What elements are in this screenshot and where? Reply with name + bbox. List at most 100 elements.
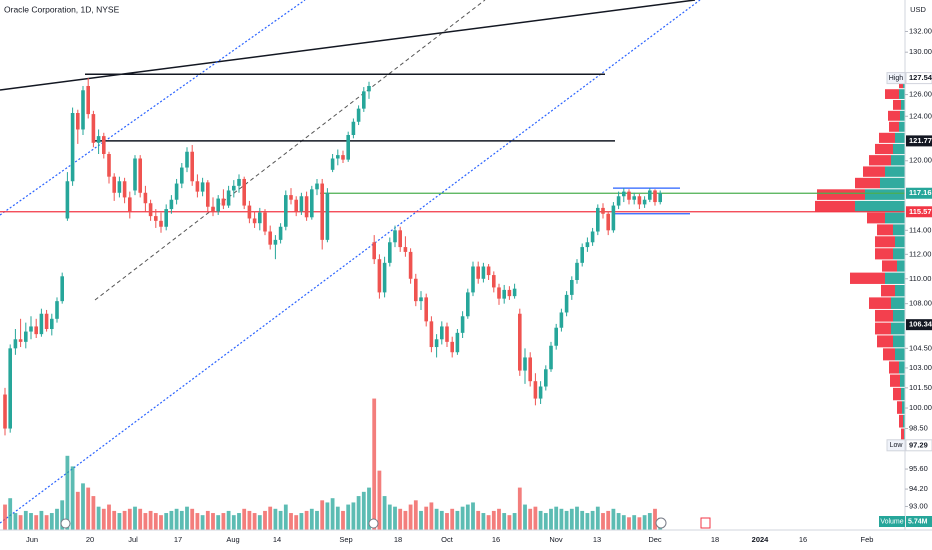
candle-body — [351, 121, 356, 136]
earnings-icon[interactable] — [368, 518, 379, 529]
candle-body — [96, 136, 101, 143]
volume-bar — [476, 510, 481, 530]
profile-up — [900, 110, 905, 121]
candle-body — [304, 196, 309, 218]
candle-body — [356, 108, 361, 122]
candle-body — [330, 158, 335, 170]
candle-body — [502, 289, 506, 299]
candle-body — [143, 192, 148, 204]
candle-body — [122, 181, 127, 198]
volume-bar — [528, 508, 533, 530]
volume-bar — [252, 513, 257, 530]
volume-bar — [346, 504, 351, 530]
volume-bar — [632, 515, 637, 530]
candle-body — [86, 85, 90, 115]
profile-down — [899, 414, 903, 428]
x-tick-label: Sep — [339, 535, 352, 544]
volume-bar — [538, 510, 543, 530]
candle-body — [518, 313, 522, 371]
volume-bar — [403, 510, 408, 530]
candle-body — [440, 326, 444, 340]
y-tick-label: 93.00 — [909, 501, 928, 510]
volume-bar — [330, 498, 335, 530]
volume-bar — [60, 500, 65, 530]
volume-bar — [627, 517, 631, 530]
volume-bar — [81, 483, 85, 530]
candle-body — [533, 381, 538, 399]
candle-body — [128, 197, 132, 212]
candle-body — [44, 313, 49, 330]
earnings-icon[interactable] — [700, 517, 711, 529]
volume-bar — [159, 515, 163, 530]
volume-bar — [517, 487, 522, 530]
candle-body — [81, 90, 85, 130]
profile-up — [899, 121, 905, 132]
candle-body — [164, 209, 168, 227]
profile-up — [900, 374, 905, 387]
candle-body — [8, 348, 12, 429]
volume-bar — [153, 513, 158, 530]
price-label-box — [906, 206, 932, 218]
profile-up — [893, 143, 905, 155]
x-tick-label: 18 — [394, 535, 402, 544]
candle-body — [611, 205, 616, 231]
candle-body — [606, 213, 610, 231]
candle-body — [648, 190, 652, 200]
volume-bar — [91, 496, 96, 530]
volume-bar — [497, 508, 501, 530]
price-label-box — [906, 319, 932, 331]
volume-bar — [18, 515, 23, 530]
volume-bar — [315, 510, 319, 530]
volume-bar — [621, 515, 626, 530]
profile-down — [877, 335, 893, 348]
price-tag: High — [889, 75, 904, 82]
candle-body — [627, 191, 631, 200]
profile-down — [875, 248, 893, 260]
volume-bar — [367, 487, 371, 530]
y-tick-label: 94.20 — [909, 484, 928, 493]
profile-down — [879, 132, 895, 143]
volume-bar — [434, 508, 439, 530]
volume-bar — [361, 491, 366, 530]
volume-bar — [512, 513, 517, 530]
candle-body — [590, 231, 595, 243]
price-label: 121.77 — [909, 136, 932, 145]
y-tick-label: 114.00 — [909, 225, 931, 234]
x-tick-label: 16 — [492, 535, 500, 544]
candle-body — [575, 262, 579, 280]
volume-bar — [101, 508, 106, 530]
candle-body — [3, 394, 7, 429]
candle-body — [341, 155, 345, 160]
candle-body — [154, 216, 158, 221]
price-label-box — [906, 135, 932, 147]
candle-body — [60, 276, 64, 302]
volume-bar — [304, 510, 309, 530]
candle-body — [450, 341, 454, 353]
candle-body — [538, 386, 543, 399]
volume-bar — [382, 496, 387, 530]
profile-down — [889, 121, 899, 132]
earnings-icon[interactable] — [60, 518, 71, 529]
volume-bar — [185, 506, 189, 530]
candle-body — [393, 230, 397, 243]
candle-body — [159, 220, 163, 227]
candle-body — [570, 279, 574, 295]
profile-down — [875, 309, 893, 322]
volume-bar — [341, 510, 345, 530]
candle-body — [367, 85, 371, 92]
candle-body — [284, 195, 288, 227]
profile-up — [895, 284, 905, 297]
volume-bar — [320, 500, 325, 530]
candle-body — [221, 198, 226, 206]
candle-body — [174, 183, 179, 200]
candle-body — [76, 113, 80, 130]
candle-body — [325, 192, 330, 240]
event-icons — [60, 517, 711, 529]
volume-bar — [34, 515, 39, 530]
volume-bar — [289, 513, 293, 530]
candle-body — [596, 207, 600, 232]
dividend-icon[interactable] — [655, 517, 667, 529]
profile-down — [817, 189, 865, 200]
volume-bar — [127, 508, 132, 530]
y-tick-label: 95.60 — [909, 464, 928, 473]
